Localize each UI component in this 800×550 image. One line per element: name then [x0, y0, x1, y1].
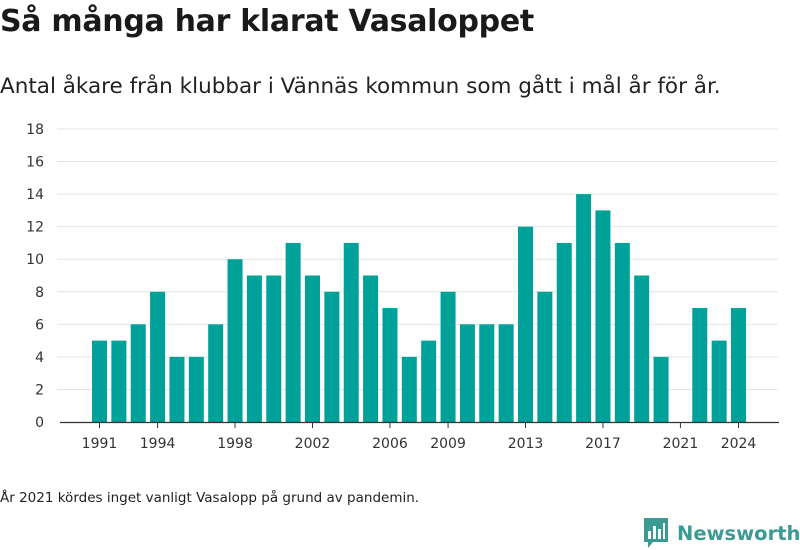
bars	[92, 194, 747, 422]
bar	[595, 210, 611, 422]
x-tick-label: 1994	[140, 436, 176, 452]
y-tick-label: 12	[26, 220, 44, 236]
y-axis-tick-labels: 0 2 4 6 8 10 12 14 16 18	[26, 122, 44, 431]
chart-title: Så många har klarat Vasaloppet	[0, 4, 534, 39]
bar	[576, 194, 592, 422]
x-axis-ticks: 1991 1994 1998 2002 2006 2009 2013 2017 2021 2024	[82, 422, 757, 452]
bar	[711, 340, 727, 422]
bar	[285, 242, 301, 422]
bar	[537, 291, 553, 422]
chart-subtitle: Antal åkare från klubbar i Vännäs kommun…	[0, 74, 721, 99]
y-tick-label: 16	[26, 155, 44, 171]
bar	[498, 324, 514, 422]
bar	[692, 308, 708, 422]
bar-chart: 0 2 4 6 8 10 12 14 16 18 1991 1994 1998 2002 2006 2009…	[26, 122, 779, 452]
bar	[459, 324, 475, 422]
y-tick-label: 10	[26, 252, 44, 268]
bar	[92, 340, 107, 422]
bar	[363, 275, 379, 422]
bar	[731, 308, 747, 422]
bar	[653, 356, 669, 422]
x-tick-label: 2017	[585, 436, 621, 452]
y-tick-label: 2	[35, 382, 44, 398]
bar	[401, 356, 417, 422]
bar	[440, 291, 456, 422]
bar	[246, 275, 262, 422]
x-tick-label: 2024	[721, 436, 757, 452]
x-tick-label: 2021	[663, 436, 699, 452]
bar	[266, 275, 282, 422]
x-tick-label: 2013	[508, 436, 544, 452]
y-tick-label: 18	[26, 122, 44, 138]
bar	[324, 291, 340, 422]
x-tick-label: 1991	[82, 436, 118, 452]
bar	[382, 308, 398, 422]
x-tick-label: 2006	[372, 436, 408, 452]
bar	[421, 340, 437, 422]
bar	[130, 324, 146, 422]
y-tick-label: 4	[35, 350, 44, 366]
bar	[634, 275, 650, 422]
brand-name: Newsworthy	[677, 521, 800, 545]
bar	[556, 242, 572, 422]
bar	[111, 340, 127, 422]
y-tick-label: 14	[26, 187, 44, 203]
bar	[188, 356, 204, 422]
bar	[169, 356, 185, 422]
x-tick-label: 2009	[430, 436, 466, 452]
bar	[614, 242, 630, 422]
bar	[305, 275, 320, 422]
x-tick-label: 1998	[217, 436, 253, 452]
bar	[479, 324, 495, 422]
bar	[208, 324, 224, 422]
bar	[518, 226, 534, 422]
x-tick-label: 2002	[295, 436, 331, 452]
newsworthy-logo[interactable]: Newsworthy	[644, 518, 800, 548]
bar	[150, 291, 166, 422]
bar	[343, 242, 359, 422]
y-tick-label: 0	[35, 415, 44, 431]
footnote: År 2021 kördes inget vanligt Vasalopp på…	[0, 490, 420, 506]
gridlines	[57, 128, 778, 390]
y-tick-label: 8	[35, 285, 44, 301]
y-tick-label: 6	[35, 317, 44, 333]
bar	[227, 259, 243, 422]
newsworthy-bar-icon	[644, 518, 668, 548]
